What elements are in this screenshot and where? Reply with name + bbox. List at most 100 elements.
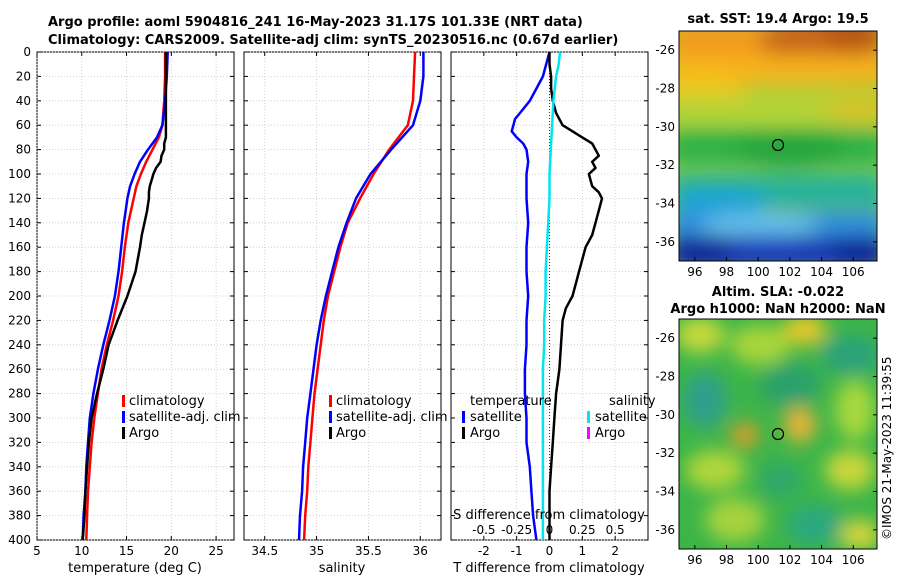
y-tick-label: 80 — [16, 143, 31, 157]
map-y-tick-label: -26 — [655, 43, 675, 57]
temperature-climatology-line — [85, 52, 167, 540]
y-tick-label: 340 — [8, 460, 31, 474]
salinity-legend: climatology satellite-adj. clim Argo — [329, 394, 448, 441]
salinity-xlabel: salinity — [319, 561, 366, 576]
sst-argo-marker — [771, 138, 785, 152]
legend-swatch-s-argo — [587, 427, 590, 439]
legend-title-salinity: salinity — [609, 394, 656, 409]
legend-swatch-satellite — [329, 411, 332, 423]
legend-title-temperature: temperature — [470, 394, 552, 409]
legend-swatch-t-argo — [462, 427, 465, 439]
legend-label-s-satellite: satellite — [595, 410, 647, 425]
legend-label-argo: Argo — [129, 426, 159, 441]
legend-label-s-argo: Argo — [595, 426, 625, 441]
x2-tick-label: -0.5 — [472, 523, 495, 537]
legend-label-t-satellite: satellite — [470, 410, 522, 425]
map-y-tick-label: -30 — [655, 408, 675, 422]
y-tick-label: 0 — [23, 45, 31, 59]
t-difference-argo-line — [548, 52, 604, 540]
x-tick-label: 1 — [579, 544, 587, 558]
x-tick-label: -2 — [478, 544, 490, 558]
map-y-tick-label: -30 — [655, 120, 675, 134]
title-line-2: Climatology: CARS2009. Satellite-adj cli… — [48, 33, 619, 48]
legend-swatch-argo — [122, 427, 125, 439]
sla-argo-marker — [771, 427, 785, 441]
y-tick-label: 100 — [8, 167, 31, 181]
legend-label-argo: Argo — [336, 426, 366, 441]
x2-tick-label: 0.5 — [606, 523, 625, 537]
y-tick-label: 40 — [16, 94, 31, 108]
legend-label-t-argo: Argo — [470, 426, 500, 441]
temperature-difference-legend: temperature satellite Argo — [462, 394, 552, 441]
y-tick-label: 140 — [8, 216, 31, 230]
y-tick-label: 400 — [8, 533, 31, 547]
title-line-1: Argo profile: aoml 5904816_241 16-May-20… — [48, 15, 583, 30]
map-y-tick-label: -34 — [655, 485, 675, 499]
temperature-panel — [36, 51, 235, 541]
x-tick-label: 25 — [208, 544, 223, 558]
y-tick-label: 240 — [8, 338, 31, 352]
t-difference-satellite-line — [510, 52, 551, 540]
map-y-tick-label: -32 — [655, 158, 675, 172]
sst-map-title: sat. SST: 19.4 Argo: 19.5 — [687, 12, 868, 27]
temperature-legend: climatology satellite-adj. clim Argo — [122, 394, 241, 441]
salinity-panel — [243, 51, 442, 541]
map-x-tick-label: 102 — [778, 553, 801, 567]
x2-tick-label: -0.25 — [501, 523, 532, 537]
map-x-tick-label: 96 — [687, 265, 702, 279]
y-tick-label: 260 — [8, 362, 31, 376]
salinity-difference-legend: salinity satellite Argo — [587, 394, 656, 441]
difference-xlabel: T difference from climatology — [452, 561, 645, 576]
temperature-xlabel: temperature (deg C) — [68, 561, 202, 576]
map-y-tick-label: -36 — [655, 523, 675, 537]
x-tick-label: 34.5 — [251, 544, 278, 558]
salinity-climatology-line — [302, 52, 417, 540]
map-x-tick-label: 106 — [842, 553, 865, 567]
y-tick-label: 60 — [16, 118, 31, 132]
y-tick-label: 320 — [8, 435, 31, 449]
map-x-tick-label: 102 — [778, 265, 801, 279]
map-y-tick-label: -32 — [655, 446, 675, 460]
difference-x2label: S difference from climatology — [453, 508, 645, 523]
x-tick-label: 35 — [309, 544, 324, 558]
y-tick-label: 200 — [8, 289, 31, 303]
sla-map-title-2: Argo h1000: NaN h2000: NaN — [670, 302, 885, 317]
temperature-argo-line — [81, 52, 168, 540]
sst-map — [679, 31, 877, 261]
x-tick-label: 0 — [546, 544, 554, 558]
map-y-tick-label: -28 — [655, 82, 675, 96]
y-tick-label: 360 — [8, 484, 31, 498]
y-tick-label: 220 — [8, 313, 31, 327]
legend-label-climatology: climatology — [129, 394, 205, 409]
s-difference-satellite-line — [541, 52, 562, 540]
sla-map-frame — [678, 318, 878, 550]
legend-label-satellite: satellite-adj. clim — [336, 410, 448, 425]
legend-swatch-climatology — [122, 395, 125, 407]
map-x-tick-label: 104 — [810, 265, 833, 279]
map-y-tick-label: -26 — [655, 331, 675, 345]
map-x-tick-label: 98 — [719, 265, 734, 279]
legend-swatch-t-satellite — [462, 411, 465, 423]
y-tick-label: 380 — [8, 509, 31, 523]
legend-label-climatology: climatology — [336, 394, 412, 409]
y-tick-label: 180 — [8, 265, 31, 279]
y-tick-label: 300 — [8, 411, 31, 425]
map-x-tick-label: 96 — [687, 553, 702, 567]
legend-swatch-argo — [329, 427, 332, 439]
legend-swatch-climatology — [329, 395, 332, 407]
map-x-tick-label: 100 — [747, 265, 770, 279]
x-tick-label: 2 — [611, 544, 619, 558]
map-x-tick-label: 100 — [747, 553, 770, 567]
x-tick-label: 20 — [164, 544, 179, 558]
sst-map-frame — [678, 30, 878, 262]
legend-swatch-satellite — [122, 411, 125, 423]
y-tick-label: 160 — [8, 240, 31, 254]
legend-label-satellite: satellite-adj. clim — [129, 410, 241, 425]
y-tick-label: 120 — [8, 191, 31, 205]
legend-swatch-s-satellite — [587, 411, 590, 423]
x-tick-label: 36 — [413, 544, 428, 558]
map-y-tick-label: -34 — [655, 197, 675, 211]
x-tick-label: 10 — [74, 544, 89, 558]
y-tick-label: 280 — [8, 387, 31, 401]
